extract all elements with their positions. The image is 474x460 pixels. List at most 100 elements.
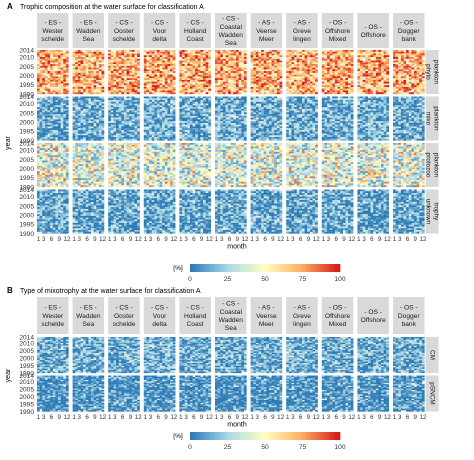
panel-a-heat-cell xyxy=(108,69,111,71)
panel-a-heat-cell xyxy=(381,76,384,78)
panel-a-heat-cell xyxy=(63,76,66,78)
panel-a-heat-cell xyxy=(152,121,155,123)
panel-a-heat-cell xyxy=(411,92,414,94)
panel-a-heat-cell xyxy=(63,97,66,99)
panel-a-heat-cell xyxy=(417,54,420,56)
panel-a-heat-cell xyxy=(396,76,399,78)
panel-a-heat-cell xyxy=(37,87,40,89)
panel-a-heat-cell xyxy=(66,52,69,54)
panel-a-heat-cell xyxy=(231,50,234,52)
panel-a-heat-cell xyxy=(179,55,182,57)
panel-a-heat-cell xyxy=(124,118,127,120)
panel-a-heat-cell xyxy=(179,71,182,73)
panel-a-heat-cell xyxy=(108,52,111,54)
panel-a-heat-cell xyxy=(239,80,242,82)
panel-a-heat-cell xyxy=(363,55,366,57)
panel-a-heat-cell xyxy=(127,64,130,66)
panel-a-heat-cell xyxy=(83,102,86,104)
panel-a-heat-cell xyxy=(63,83,66,85)
panel-a-heat-cell xyxy=(50,137,53,139)
panel-a-heat-cell xyxy=(312,61,315,63)
panel-a-heat-cell xyxy=(203,97,206,99)
panel-a-heat-cell xyxy=(99,82,102,84)
panel-a-heat-cell xyxy=(266,111,269,113)
panel-a-heat-cell xyxy=(236,102,239,104)
panel-a-heat-cell xyxy=(233,80,236,82)
panel-a-heat-cell xyxy=(127,116,130,118)
panel-a-heat-cell xyxy=(203,68,206,70)
panel-a-heat-cell xyxy=(187,102,190,104)
panel-a-heat-cell xyxy=(363,75,366,77)
panel-a-heat-cell xyxy=(220,54,223,56)
panel-a-heat-cell xyxy=(302,61,305,63)
panel-a-heat-cell xyxy=(264,78,267,80)
panel-a-heat-cell xyxy=(134,139,137,141)
panel-a-heat-cell xyxy=(200,139,203,141)
panel-a-heat-cell xyxy=(48,64,51,66)
panel-a-heat-cell xyxy=(160,89,163,91)
panel-a-heat-cell xyxy=(396,62,399,64)
panel-a-heat-cell xyxy=(116,75,119,77)
panel-a-heat-cell xyxy=(42,64,45,66)
panel-a-heat-cell xyxy=(401,57,404,59)
panel-a-heat-cell xyxy=(208,87,211,89)
panel-a-heat-cell xyxy=(357,73,360,75)
panel-a-heat-cell xyxy=(101,76,104,78)
panel-a-heat-cell xyxy=(121,132,124,134)
panel-a-heat-cell xyxy=(422,75,425,77)
panel-a-heat-cell xyxy=(124,90,127,92)
panel-a-heat-cell xyxy=(121,52,124,54)
panel-a-heat-cell xyxy=(55,50,58,52)
panel-a-heat-cell xyxy=(233,97,236,99)
panel-a-heat-cell xyxy=(256,69,259,71)
panel-a-heat-cell xyxy=(165,89,168,91)
panel-a-heat-cell xyxy=(146,66,149,68)
panel-a-heat-cell xyxy=(80,133,83,135)
panel-a-heat-cell xyxy=(193,137,196,139)
panel-a-heat-cell xyxy=(45,132,48,134)
panel-a-heat-cell xyxy=(134,69,137,71)
panel-a-heat-cell xyxy=(75,57,78,59)
panel-a-heat-cell xyxy=(239,54,242,56)
panel-a-heat-cell xyxy=(37,66,40,68)
panel-a-heat-cell xyxy=(40,98,43,100)
panel-a-heat-cell xyxy=(53,139,56,141)
panel-a-heat-cell xyxy=(406,50,409,52)
panel-a-heat-cell xyxy=(137,118,140,120)
panel-a-heat-cell xyxy=(94,118,97,120)
panel-a-heat-cell xyxy=(291,69,294,71)
panel-a-heat-cell xyxy=(256,57,259,59)
panel-a-heat-cell xyxy=(198,132,201,134)
panel-a-heat-cell xyxy=(137,73,140,75)
panel-a-heat-cell xyxy=(228,50,231,52)
panel-a-heat-cell xyxy=(173,87,176,89)
panel-a-heat-cell xyxy=(113,64,116,66)
panel-a-heat-cell xyxy=(198,130,201,132)
panel-a-heat-cell xyxy=(37,68,40,70)
panel-a-heat-cell xyxy=(53,57,56,59)
panel-a-heat-cell xyxy=(215,97,218,99)
panel-a-heat-cell xyxy=(195,126,198,128)
panel-a-heat-cell xyxy=(190,133,193,135)
panel-a-heat-cell xyxy=(393,75,396,77)
panel-a-heat-cell xyxy=(185,71,188,73)
panel-a-heat-cell xyxy=(108,112,111,114)
panel-a-heat-cell xyxy=(58,111,61,113)
panel-a-heat-cell xyxy=(73,98,76,100)
panel-a-heat-cell xyxy=(274,62,277,64)
panel-a-heat-cell xyxy=(119,52,122,54)
panel-a-heat-cell xyxy=(198,104,201,106)
panel-a-heat-cell xyxy=(94,50,97,52)
panel-a-heat-cell xyxy=(190,55,193,57)
panel-a-heat-cell xyxy=(86,139,89,141)
panel-a-heat-cell xyxy=(61,132,64,134)
panel-a-heat-cell xyxy=(116,61,119,63)
panel-a-column-label: - AS - xyxy=(294,20,311,27)
panel-a-column-label: Mixed xyxy=(329,36,347,43)
panel-a-heat-cell xyxy=(182,76,185,78)
panel-a-column-label: schelde xyxy=(113,36,136,43)
panel-a-heat-cell xyxy=(48,57,51,59)
panel-a-heat-cell xyxy=(266,116,269,118)
panel-a-heat-cell xyxy=(274,98,277,100)
panel-a-heat-cell xyxy=(78,59,81,61)
